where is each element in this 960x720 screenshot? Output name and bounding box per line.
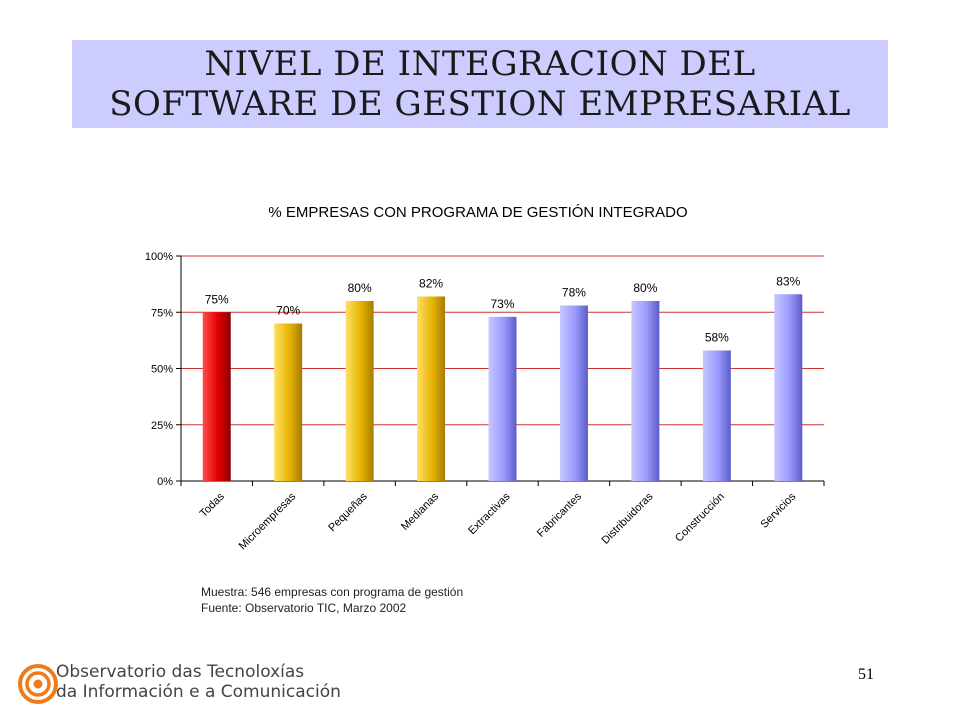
bar-pequeñas bbox=[345, 301, 374, 481]
x-tick-label: Distribuidoras bbox=[599, 490, 655, 546]
data-label: 80% bbox=[633, 281, 657, 295]
data-label: 58% bbox=[705, 331, 729, 345]
data-label: 80% bbox=[348, 281, 372, 295]
x-tick-label: Microempresas bbox=[237, 490, 299, 552]
logo-line-1: Observatorio das Tecnoloxías bbox=[56, 662, 305, 682]
bar-servicios bbox=[774, 294, 803, 481]
bar-medianas bbox=[417, 296, 446, 481]
y-tick-label: 0% bbox=[157, 476, 173, 488]
chart-title: % EMPRESAS CON PROGRAMA DE GESTIÓN INTEG… bbox=[268, 204, 687, 221]
footnote-source: Fuente: Observatorio TIC, Marzo 2002 bbox=[201, 601, 407, 615]
x-tick-label: Todas bbox=[198, 490, 228, 520]
data-label: 70% bbox=[276, 304, 300, 318]
footnote-sample: Muestra: 546 empresas con programa de ge… bbox=[201, 585, 464, 599]
y-tick-label: 75% bbox=[151, 307, 173, 319]
data-label: 83% bbox=[776, 274, 800, 288]
x-tick-label: Extractivas bbox=[466, 490, 513, 537]
y-tick-label: 100% bbox=[145, 251, 173, 263]
x-tick-label: Pequeñas bbox=[326, 490, 370, 534]
data-label: 73% bbox=[490, 297, 514, 311]
logo-text: Observatorio das Tecnoloxías da Informac… bbox=[56, 662, 341, 702]
data-label: 75% bbox=[205, 292, 229, 306]
title-band: NIVEL DE INTEGRACION DEL SOFTWARE DE GES… bbox=[72, 40, 888, 128]
data-label: 78% bbox=[562, 286, 586, 300]
page-number: 51 bbox=[858, 666, 874, 683]
footnote: Muestra: 546 empresas con programa de ge… bbox=[201, 584, 463, 616]
y-tick-label: 25% bbox=[151, 420, 173, 432]
bar-construcción bbox=[702, 350, 731, 481]
slide-title: NIVEL DE INTEGRACION DEL SOFTWARE DE GES… bbox=[109, 44, 851, 124]
x-tick-label: Medianas bbox=[399, 490, 442, 533]
bar-fabricantes bbox=[559, 305, 588, 481]
bar-layer bbox=[202, 294, 803, 481]
bar-extractivas bbox=[488, 316, 517, 481]
bar-distribuidoras bbox=[631, 301, 660, 481]
x-tick-label: Construcción bbox=[673, 491, 727, 545]
bar-todas bbox=[202, 312, 231, 481]
x-tick-label: Servicios bbox=[758, 490, 798, 530]
x-tick-label: Fabricantes bbox=[535, 490, 584, 539]
bar-microempresas bbox=[274, 323, 303, 481]
y-tick-label: 50% bbox=[151, 364, 173, 376]
data-label: 82% bbox=[419, 277, 443, 291]
concentric-circles-icon bbox=[18, 664, 58, 704]
logo-line-2: da Información e a Comunicación bbox=[56, 682, 341, 702]
